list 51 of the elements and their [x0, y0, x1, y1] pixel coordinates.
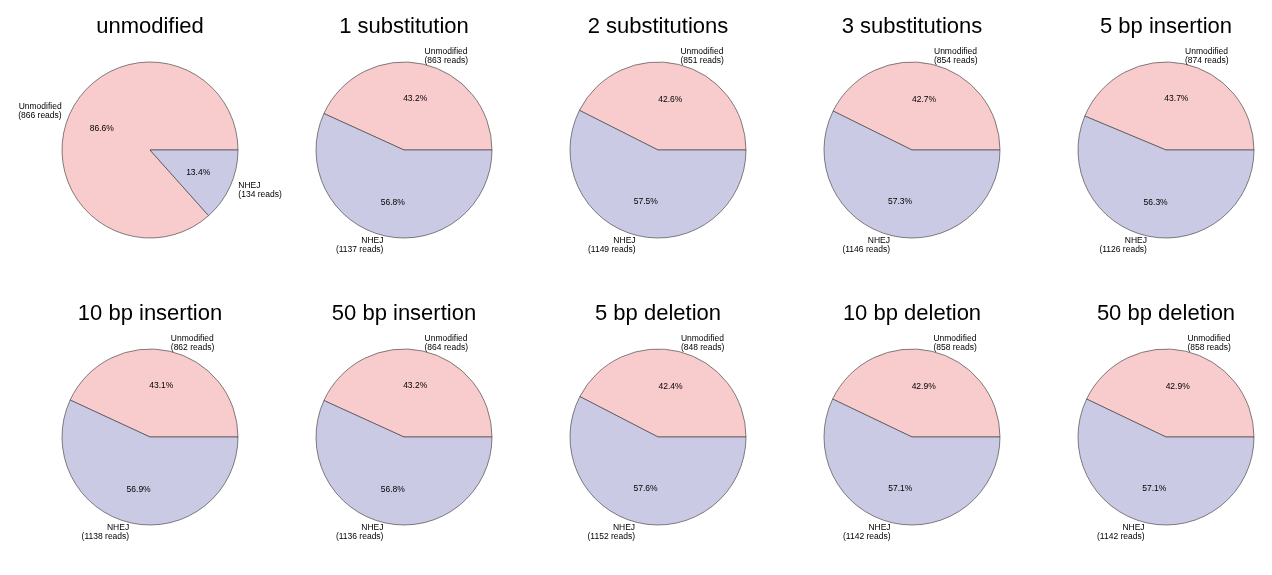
slice-label: Unmodified (864 reads) — [424, 332, 469, 352]
data-label: 56.9% — [126, 483, 152, 494]
data-label: 43.2% — [403, 93, 428, 104]
data-label: 56.8% — [380, 196, 406, 207]
slice-label: Unmodified (858 reads) — [933, 333, 978, 353]
chart-title: 1 substitution — [339, 13, 469, 38]
slice-label: Unmodified (862 reads) — [170, 332, 215, 352]
chart-title: 50 bp insertion — [331, 300, 477, 325]
chart-title: unmodified — [96, 13, 204, 38]
pie-slice — [61, 61, 239, 239]
slice-label: Unmodified (866 reads) — [18, 100, 62, 120]
slice-label: Unmodified (854 reads) — [934, 46, 978, 66]
slice-label: NHEJ (134 reads) — [238, 180, 282, 200]
chart-title: 50 bp deletion — [1096, 300, 1236, 325]
slice-label: NHEJ (1142 reads) — [1097, 521, 1145, 541]
data-label: 42.4% — [658, 380, 683, 391]
slice-label: Unmodified (874 reads) — [1185, 45, 1229, 65]
data-label: 43.1% — [149, 380, 174, 391]
data-label: 42.9% — [911, 380, 937, 391]
slice-label: NHEJ (1126 reads) — [1099, 235, 1148, 255]
slice-label: NHEJ (1152 reads) — [587, 521, 636, 541]
data-label: 57.1% — [1142, 483, 1167, 494]
data-label: 42.6% — [658, 93, 683, 104]
data-label: 43.2% — [403, 380, 428, 391]
slice-label: NHEJ (1138 reads) — [81, 522, 130, 542]
slice-label: NHEJ (1136 reads) — [335, 522, 384, 542]
data-label: 57.6% — [633, 483, 658, 494]
data-label: 42.7% — [911, 93, 937, 104]
data-label: 57.5% — [633, 196, 659, 207]
data-label: 57.1% — [888, 483, 913, 494]
slice-label: Unmodified (858 reads) — [1187, 333, 1232, 353]
slice-label: Unmodified (848 reads) — [680, 333, 725, 353]
slice-label: NHEJ (1142 reads) — [843, 521, 891, 541]
data-label: 56.3% — [1143, 196, 1169, 207]
data-label: 13.4% — [186, 166, 211, 177]
slice-label: NHEJ (1137 reads) — [335, 235, 384, 255]
chart-title: 5 bp deletion — [595, 300, 721, 325]
data-label: 43.7% — [1164, 93, 1189, 104]
chart-title: 3 substitutions — [841, 13, 983, 38]
chart-title: 10 bp deletion — [842, 300, 982, 325]
data-label: 42.9% — [1165, 380, 1191, 391]
slice-label: Unmodified (863 reads) — [424, 45, 469, 65]
slice-label: Unmodified (851 reads) — [680, 46, 725, 66]
slice-label: NHEJ (1149 reads) — [587, 234, 636, 254]
data-label: 86.6% — [89, 123, 115, 134]
chart-title: 10 bp insertion — [77, 300, 223, 325]
slice-label: NHEJ (1146 reads) — [842, 234, 891, 254]
chart-title: 2 substitutions — [587, 13, 729, 38]
data-label: 56.8% — [380, 483, 406, 494]
chart-title: 5 bp insertion — [1099, 13, 1233, 38]
data-label: 57.3% — [887, 196, 913, 207]
